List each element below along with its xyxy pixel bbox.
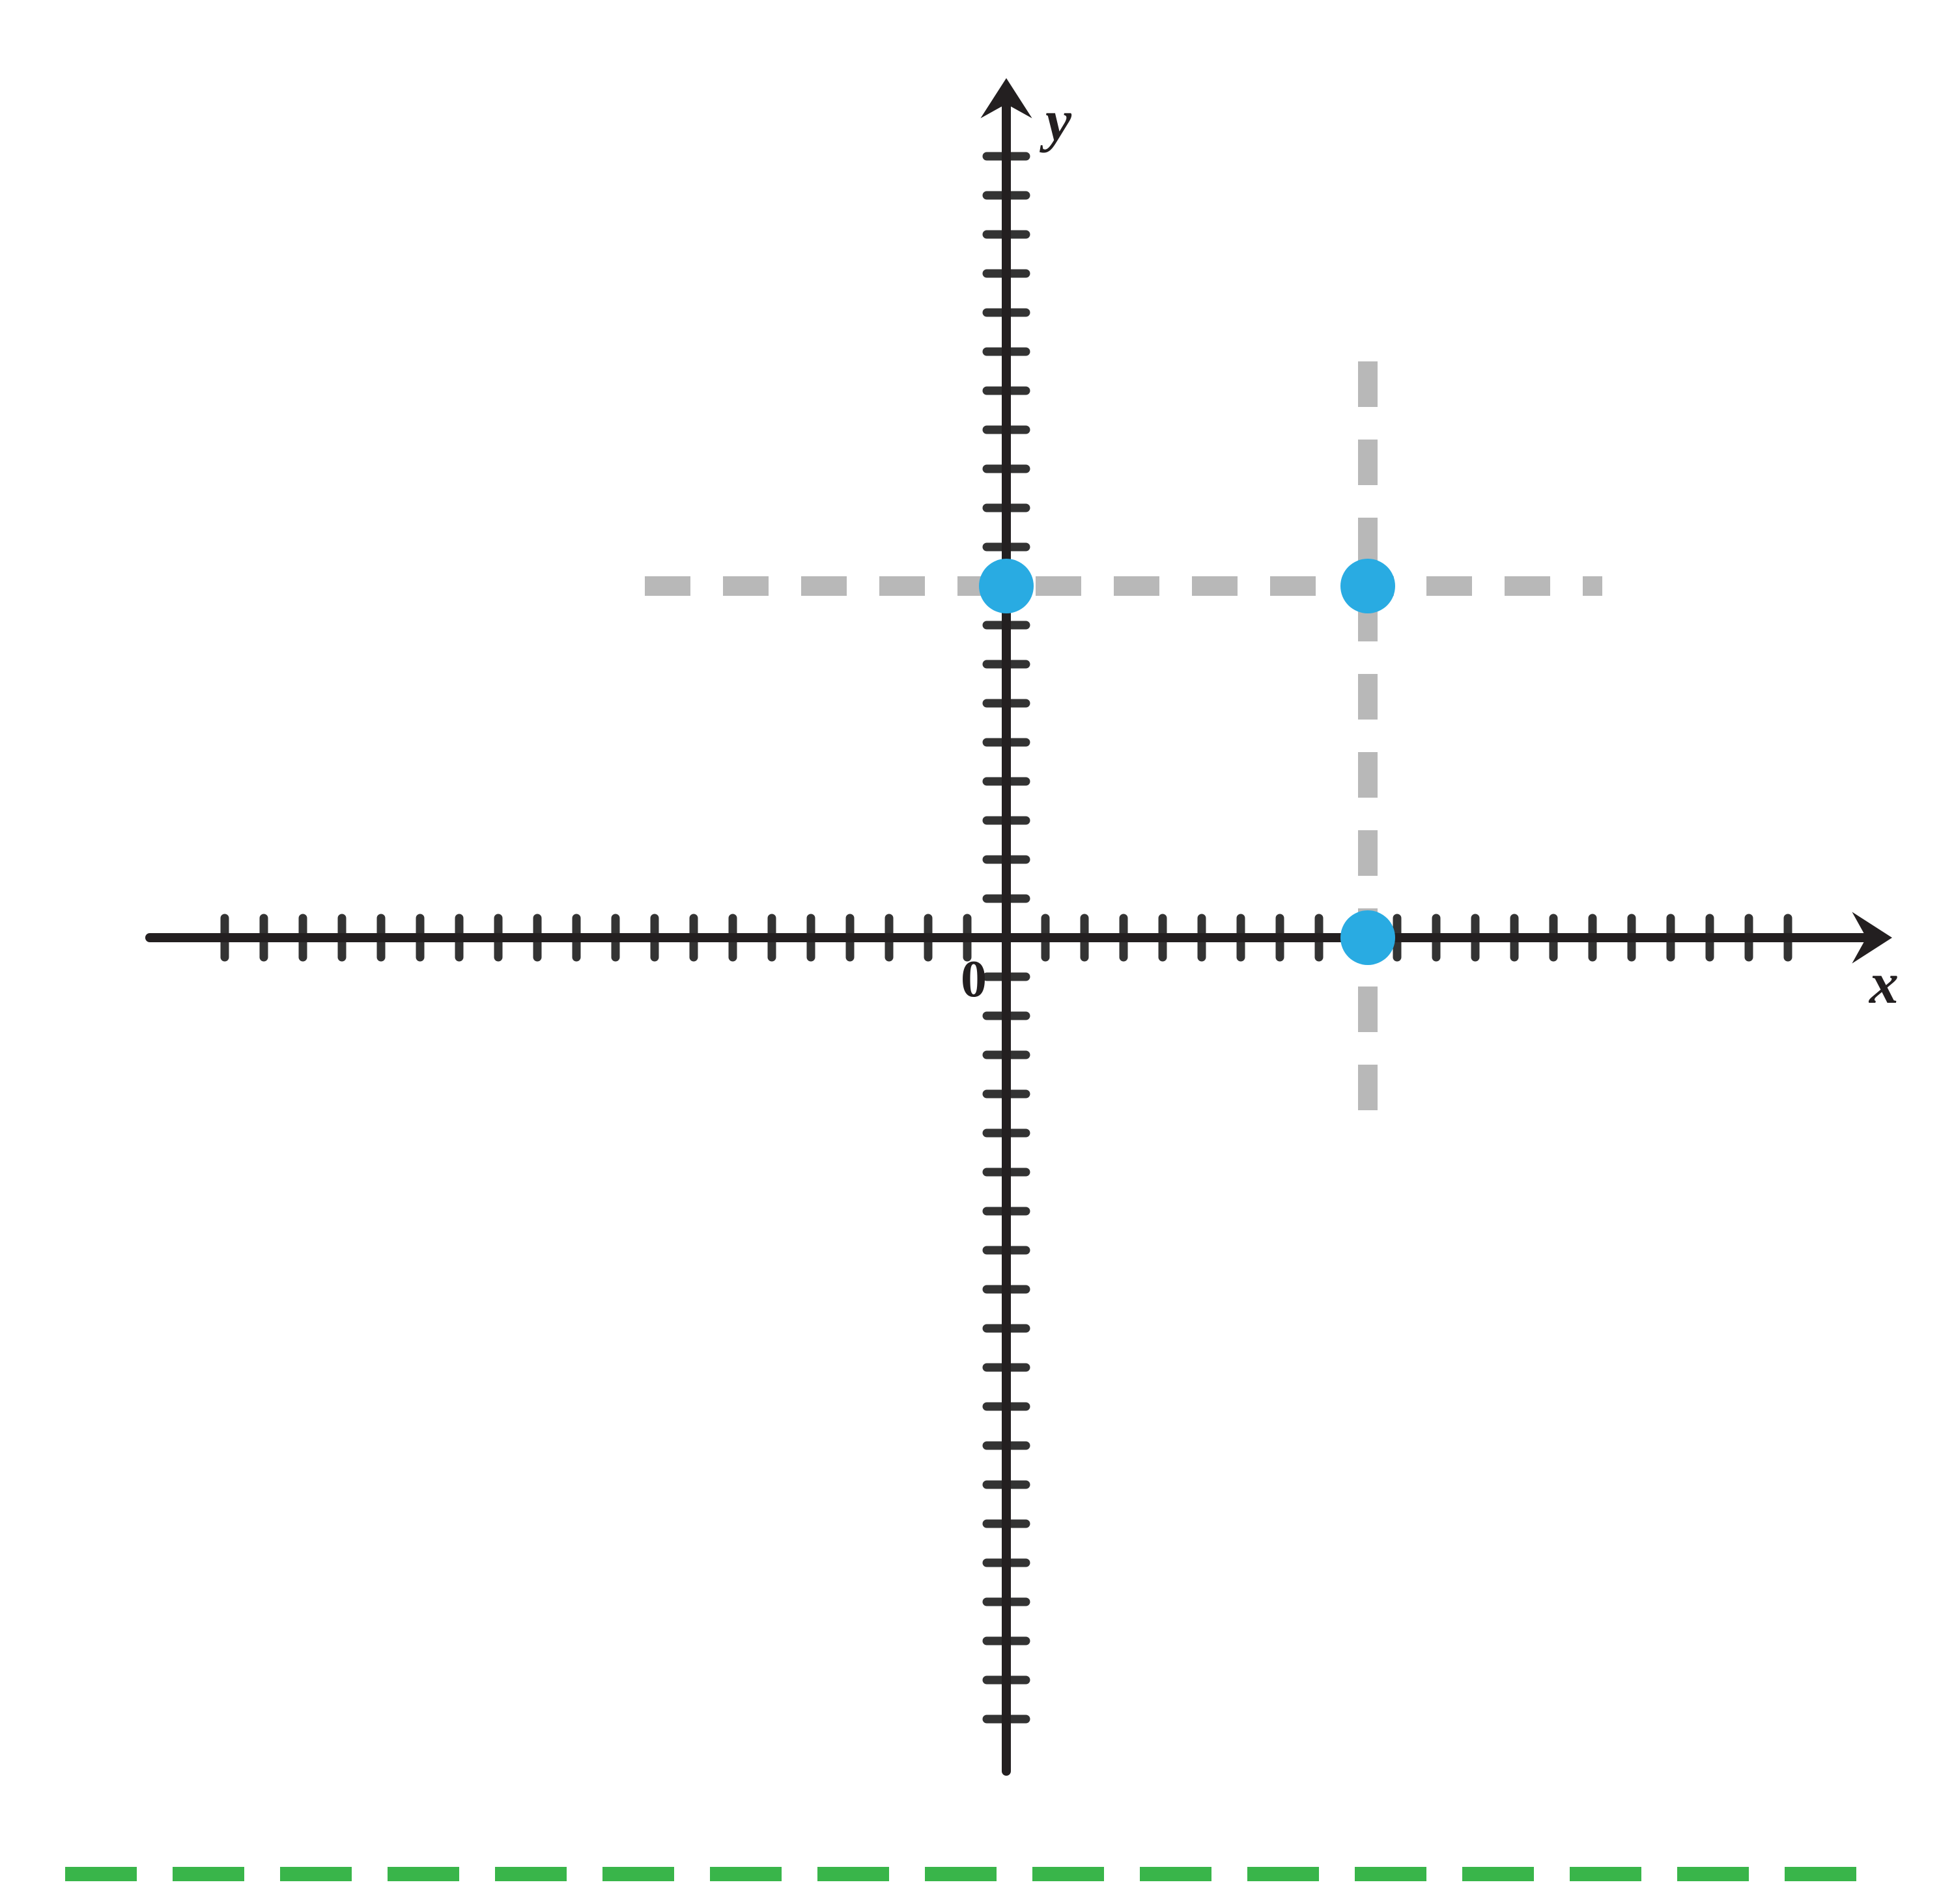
point-on-x-axis <box>1340 910 1395 965</box>
origin-label: 0 <box>961 951 987 1008</box>
coordinate-plane-chart: xy0 <box>0 0 1954 1904</box>
point-on-y-axis <box>979 559 1034 613</box>
x-axis-label: x <box>1868 951 1899 1016</box>
point-top-right <box>1340 559 1395 613</box>
